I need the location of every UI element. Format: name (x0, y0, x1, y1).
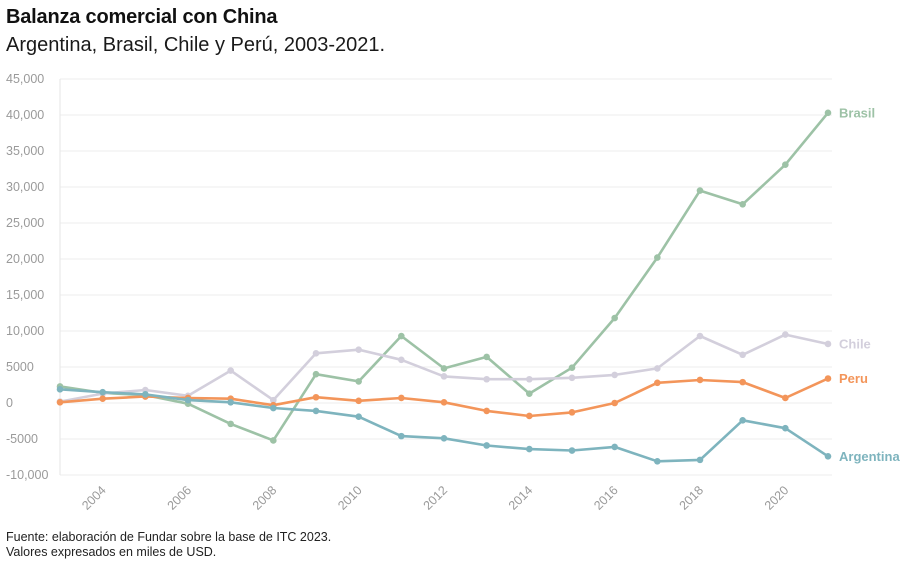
data-point-chile (654, 365, 661, 372)
data-point-argentina (782, 424, 789, 432)
y-tick-label: -5000 (6, 432, 38, 446)
data-point-chile (440, 373, 448, 380)
data-point-argentina (824, 452, 832, 460)
data-point-brasil (227, 420, 234, 428)
data-point-chile (270, 396, 277, 404)
x-tick-label: 2012 (421, 483, 451, 513)
data-point-brasil (398, 332, 405, 340)
data-point-peru (355, 397, 362, 405)
x-tick-label: 2010 (335, 483, 365, 513)
y-tick-label: 30,000 (6, 180, 44, 194)
y-tick-label: 25,000 (6, 216, 44, 230)
series-label-chile: Chile (839, 336, 871, 351)
data-point-peru (696, 376, 704, 384)
grid-lines (60, 78, 832, 476)
series-label-argentina: Argentina (839, 449, 900, 464)
data-point-peru (99, 395, 106, 402)
data-point-chile (398, 356, 405, 364)
data-point-chile (227, 367, 234, 374)
series-label-brasil: Brasil (839, 105, 875, 120)
y-tick-label: 5000 (6, 360, 34, 374)
data-point-argentina (568, 447, 576, 454)
data-point-peru (398, 394, 405, 402)
data-point-brasil (312, 370, 320, 378)
x-tick-label: 2004 (79, 483, 109, 513)
data-point-argentina (739, 416, 746, 424)
data-point-peru (526, 412, 533, 420)
data-point-brasil (440, 365, 448, 372)
data-point-argentina (56, 386, 64, 393)
x-tick-label: 2018 (677, 483, 707, 513)
x-tick-label: 2008 (250, 483, 280, 513)
data-point-peru (312, 393, 320, 401)
data-point-argentina (184, 396, 192, 404)
data-point-chile (782, 331, 789, 338)
data-point-peru (782, 394, 789, 402)
y-tick-label: -10,000 (6, 468, 48, 482)
data-point-peru (824, 375, 832, 382)
data-point-chile (739, 351, 746, 359)
x-tick-label: 2016 (591, 483, 621, 513)
y-tick-label: 45,000 (6, 72, 44, 86)
data-point-chile (824, 340, 832, 348)
data-point-brasil (739, 200, 746, 208)
series (56, 109, 832, 465)
data-point-brasil (782, 161, 789, 168)
chart-subtitle: Argentina, Brasil, Chile y Perú, 2003-20… (6, 34, 386, 56)
data-point-brasil (526, 390, 533, 397)
data-point-peru (483, 407, 490, 415)
data-point-brasil (611, 314, 618, 322)
data-point-brasil (568, 364, 576, 372)
data-point-argentina (654, 458, 661, 465)
series-label-peru: Peru (839, 371, 868, 386)
data-point-brasil (824, 109, 832, 117)
x-tick-label: 2014 (506, 483, 536, 513)
series-line-brasil (58, 111, 830, 442)
chart-title: Balanza comercial con China (6, 6, 278, 28)
data-point-chile (611, 371, 618, 379)
data-point-brasil (654, 254, 661, 261)
data-point-peru (739, 378, 746, 386)
data-point-chile (696, 332, 704, 340)
data-point-chile (355, 346, 362, 354)
data-point-chile (526, 375, 533, 383)
data-point-brasil (483, 353, 490, 361)
data-point-argentina (355, 413, 362, 420)
data-point-argentina (483, 442, 490, 449)
source-note: Fuente: elaboración de Fundar sobre la b… (6, 530, 332, 544)
data-point-brasil (270, 437, 277, 444)
data-point-argentina (398, 432, 405, 440)
x-tick-label: 2006 (165, 483, 195, 513)
series-labels: Brasil Chile Peru Argentina (839, 105, 900, 463)
data-point-peru (611, 399, 618, 407)
data-point-argentina (142, 391, 149, 398)
data-point-argentina (312, 407, 320, 415)
data-point-chile (568, 374, 576, 382)
y-tick-label: 10,000 (6, 324, 44, 338)
axes: -10,000 -5000 0 5000 10,000 15,000 20,000 25,00… (6, 72, 791, 513)
data-point-argentina (696, 456, 704, 464)
data-point-peru (440, 398, 448, 406)
y-tick-label: 15,000 (6, 288, 44, 302)
y-tick-label: 35,000 (6, 144, 44, 158)
y-tick-label: 0 (6, 396, 13, 410)
data-point-argentina (99, 388, 106, 396)
data-point-chile (312, 350, 320, 357)
y-tick-label: 20,000 (6, 252, 44, 266)
data-point-argentina (611, 443, 618, 451)
data-point-argentina (526, 445, 533, 453)
data-point-argentina (270, 404, 277, 412)
data-point-brasil (696, 187, 704, 194)
data-point-brasil (355, 378, 362, 385)
x-tick-label: 2020 (762, 483, 792, 513)
data-point-argentina (440, 434, 448, 442)
data-point-peru (568, 409, 576, 416)
data-point-chile (483, 375, 490, 383)
y-tick-label: 40,000 (6, 108, 44, 122)
data-point-peru (654, 379, 661, 387)
units-note: Valores expresados en miles de USD. (6, 545, 217, 559)
data-point-peru (56, 398, 64, 406)
data-point-argentina (227, 398, 234, 406)
